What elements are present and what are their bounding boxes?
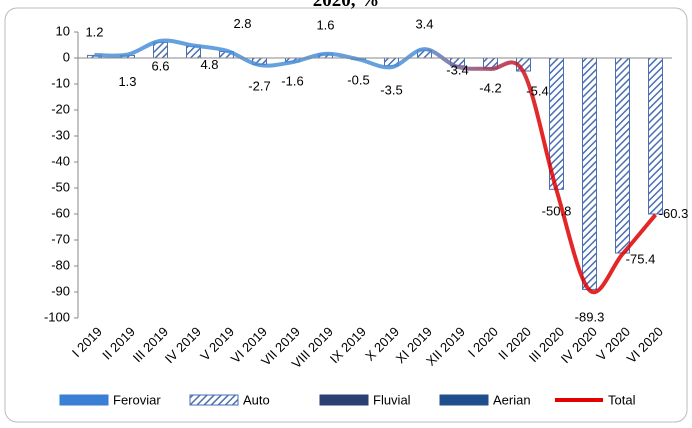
y-tick-label: -40 xyxy=(51,153,70,168)
legend-label: Aerian xyxy=(493,392,531,407)
data-label: 2.8 xyxy=(233,16,251,31)
legend-label: Auto xyxy=(243,392,270,407)
bar xyxy=(582,57,597,290)
data-label: 6.6 xyxy=(151,58,169,73)
y-tick-label: -80 xyxy=(51,257,70,272)
legend-label: Fluvial xyxy=(373,392,411,407)
legend-swatch xyxy=(439,394,489,406)
legend-swatch xyxy=(59,394,109,406)
data-label: -60.3 xyxy=(659,206,689,221)
chart-title: 2020, % xyxy=(313,0,380,11)
data-label: -1.6 xyxy=(281,74,303,89)
data-label: 1.6 xyxy=(316,17,334,32)
y-tick-label: -70 xyxy=(51,231,70,246)
y-tick-label: 10 xyxy=(56,23,70,38)
bar xyxy=(648,57,663,215)
legend-swatch xyxy=(189,394,239,406)
y-tick-label: -50 xyxy=(51,179,70,194)
data-label: 1.3 xyxy=(118,74,136,89)
data-label: -0.5 xyxy=(347,73,369,88)
data-label: -75.4 xyxy=(626,251,656,266)
legend-swatch xyxy=(319,394,369,406)
y-tick-label: -90 xyxy=(51,283,70,298)
data-label: -3.4 xyxy=(446,62,468,77)
bar xyxy=(615,57,630,254)
y-tick-label: 0 xyxy=(63,49,70,64)
legend-label: Total xyxy=(608,392,636,407)
data-label: -5.4 xyxy=(526,83,548,98)
y-tick-label: -30 xyxy=(51,127,70,142)
y-tick-label: -20 xyxy=(51,101,70,116)
data-label: -89.3 xyxy=(575,310,605,325)
data-label: -3.5 xyxy=(380,83,402,98)
data-label: 3.4 xyxy=(415,17,433,32)
data-label: 4.8 xyxy=(200,57,218,72)
bar xyxy=(153,41,168,59)
y-tick-label: -60 xyxy=(51,205,70,220)
data-label: -2.7 xyxy=(248,78,270,93)
data-label: -50.8 xyxy=(542,204,572,219)
total-line xyxy=(94,38,658,295)
frame xyxy=(4,7,688,423)
y-tick-label: -100 xyxy=(44,309,70,324)
legend-label: Feroviar xyxy=(113,392,161,407)
data-label: 1.2 xyxy=(85,24,103,39)
y-tick-label: -10 xyxy=(51,75,70,90)
data-label: -4.2 xyxy=(479,80,501,95)
